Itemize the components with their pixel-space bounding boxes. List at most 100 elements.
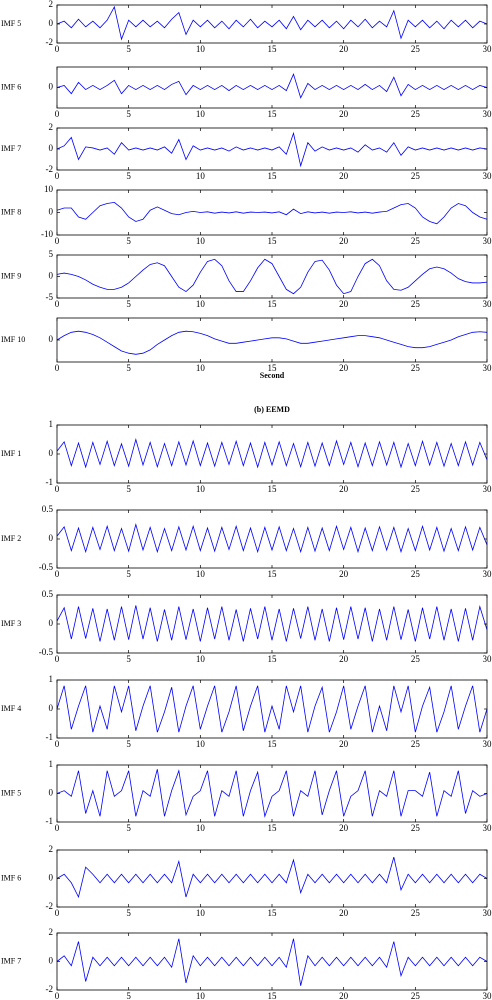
x-tick-label: 0 bbox=[55, 823, 60, 833]
signal-line bbox=[56, 5, 488, 41]
y-tick-label: 0 bbox=[49, 873, 54, 883]
y-tick-label: 1 bbox=[49, 419, 54, 429]
x-tick-label: 5 bbox=[126, 908, 131, 918]
plot-frame bbox=[56, 594, 488, 654]
y-tick-label: 2 bbox=[49, 0, 54, 9]
signal-line bbox=[56, 131, 488, 168]
y-tick-label: 0.5 bbox=[42, 589, 54, 599]
x-tick-label: 30 bbox=[483, 654, 492, 664]
plot-frame bbox=[56, 764, 488, 823]
x-tick-label: 10 bbox=[196, 991, 206, 1000]
y-axis-label: IMF 5 bbox=[1, 19, 21, 28]
signal-line bbox=[56, 330, 488, 355]
x-tick-label: 20 bbox=[339, 236, 349, 246]
x-tick-label: 0 bbox=[55, 991, 60, 1000]
x-tick-label: 0 bbox=[55, 654, 60, 664]
y-tick-label: -0.5 bbox=[39, 647, 54, 657]
x-tick-label: 15 bbox=[268, 299, 278, 309]
x-tick-label: 30 bbox=[483, 739, 492, 749]
x-tick-label: 10 bbox=[196, 823, 206, 833]
y-tick-label: 0 bbox=[49, 618, 54, 628]
x-tick-label: 25 bbox=[411, 823, 421, 833]
x-tick-label: 0 bbox=[55, 299, 60, 309]
x-tick-label: 10 bbox=[196, 299, 206, 309]
signal-line bbox=[56, 769, 488, 818]
y-tick-label: 0 bbox=[49, 334, 54, 344]
x-tick-label: 25 bbox=[411, 908, 421, 918]
x-axis-label: Second bbox=[260, 371, 285, 380]
x-tick-label: 15 bbox=[268, 823, 278, 833]
plot-frame bbox=[56, 679, 488, 739]
y-tick-label: -2 bbox=[46, 901, 54, 911]
x-tick-label: 5 bbox=[126, 171, 131, 181]
x-tick-label: 30 bbox=[483, 299, 492, 309]
x-tick-label: 15 bbox=[268, 908, 278, 918]
x-tick-label: 15 bbox=[268, 363, 278, 373]
x-tick-label: 30 bbox=[483, 991, 492, 1000]
y-axis-label: IMF 7 bbox=[1, 144, 21, 153]
x-tick-label: 0 bbox=[55, 236, 60, 246]
x-tick-label: 30 bbox=[483, 109, 492, 119]
plot-frame bbox=[56, 317, 488, 363]
x-tick-label: 15 bbox=[268, 109, 278, 119]
y-axis-label: IMF 3 bbox=[1, 619, 21, 628]
x-tick-label: 0 bbox=[55, 908, 60, 918]
x-tick-label: 5 bbox=[126, 569, 131, 579]
x-tick-label: 5 bbox=[126, 739, 131, 749]
signal-line bbox=[56, 857, 488, 899]
y-tick-label: 0 bbox=[49, 956, 54, 966]
plot-frame bbox=[56, 849, 488, 908]
x-tick-label: 5 bbox=[126, 299, 131, 309]
signal-line bbox=[56, 522, 488, 554]
y-axis-label: IMF 6 bbox=[1, 82, 21, 91]
y-tick-label: -1 bbox=[46, 732, 54, 742]
x-tick-label: 15 bbox=[268, 236, 278, 246]
x-tick-label: 20 bbox=[339, 44, 349, 54]
x-tick-label: 25 bbox=[411, 109, 421, 119]
y-tick-label: -5 bbox=[46, 292, 54, 302]
x-tick-label: 15 bbox=[268, 171, 278, 181]
x-tick-label: 20 bbox=[339, 363, 349, 373]
x-tick-label: 10 bbox=[196, 908, 206, 918]
y-axis-label: IMF 9 bbox=[1, 271, 21, 280]
x-tick-label: 30 bbox=[483, 236, 492, 246]
x-tick-label: 20 bbox=[339, 739, 349, 749]
x-tick-label: 5 bbox=[126, 236, 131, 246]
x-tick-label: 15 bbox=[268, 484, 278, 494]
y-tick-label: 0 bbox=[49, 271, 54, 281]
y-axis-label: IMF 10 bbox=[1, 335, 25, 344]
x-tick-label: 10 bbox=[196, 171, 206, 181]
x-tick-label: 0 bbox=[55, 171, 60, 181]
y-tick-label: 0 bbox=[49, 533, 54, 543]
y-axis-label: IMF 1 bbox=[1, 449, 21, 458]
y-tick-label: 2 bbox=[49, 122, 54, 132]
x-tick-label: 25 bbox=[411, 236, 421, 246]
x-tick-label: 0 bbox=[55, 739, 60, 749]
x-tick-label: 0 bbox=[55, 109, 60, 119]
x-tick-label: 20 bbox=[339, 908, 349, 918]
plot-frame bbox=[56, 4, 488, 44]
x-tick-label: 15 bbox=[268, 739, 278, 749]
x-tick-label: 5 bbox=[126, 484, 131, 494]
x-tick-label: 5 bbox=[126, 109, 131, 119]
x-tick-label: 10 bbox=[196, 739, 206, 749]
x-tick-label: 15 bbox=[268, 654, 278, 664]
y-tick-label: 0 bbox=[49, 448, 54, 458]
signal-line bbox=[56, 73, 488, 99]
x-tick-label: 25 bbox=[411, 171, 421, 181]
x-tick-label: 20 bbox=[339, 171, 349, 181]
x-tick-label: 20 bbox=[339, 109, 349, 119]
plot-frame bbox=[56, 254, 488, 299]
x-tick-label: 10 bbox=[196, 484, 206, 494]
x-tick-label: 30 bbox=[483, 363, 492, 373]
x-tick-label: 5 bbox=[126, 823, 131, 833]
x-tick-label: 10 bbox=[196, 236, 206, 246]
x-tick-label: 30 bbox=[483, 171, 492, 181]
x-tick-label: 0 bbox=[55, 569, 60, 579]
y-tick-label: 0 bbox=[49, 207, 54, 217]
plot-frame bbox=[56, 932, 488, 991]
plot-frame bbox=[56, 189, 488, 236]
plot-frame bbox=[56, 127, 488, 171]
